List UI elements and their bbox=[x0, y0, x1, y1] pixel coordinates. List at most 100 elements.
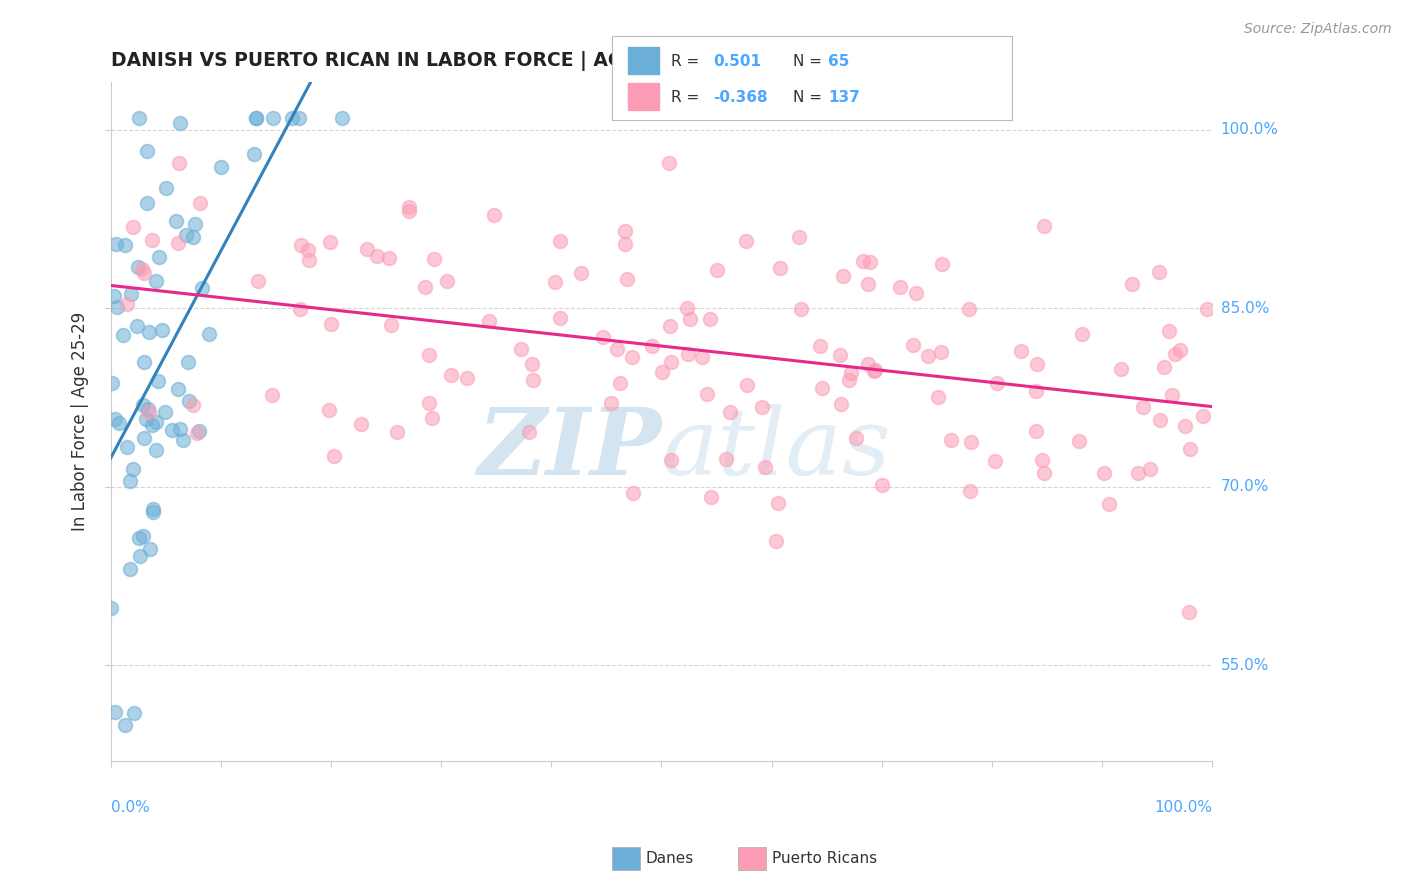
Text: 55.0%: 55.0% bbox=[1220, 658, 1268, 673]
Text: R =: R = bbox=[671, 90, 699, 105]
Point bbox=[1191, 409, 1213, 423]
Point bbox=[288, 302, 311, 317]
Point bbox=[172, 434, 194, 448]
Point bbox=[413, 280, 436, 294]
Point bbox=[105, 300, 128, 314]
Point bbox=[150, 322, 173, 336]
Point bbox=[122, 220, 145, 235]
Point bbox=[811, 381, 834, 395]
Point bbox=[169, 115, 191, 129]
Point bbox=[108, 416, 131, 430]
Point bbox=[188, 196, 211, 211]
Point bbox=[132, 398, 155, 412]
Point bbox=[100, 601, 122, 615]
Point bbox=[714, 452, 737, 467]
Point bbox=[356, 242, 378, 256]
Point bbox=[569, 266, 592, 280]
Point bbox=[1109, 361, 1132, 376]
Point bbox=[623, 486, 645, 500]
Point bbox=[929, 345, 952, 359]
Text: atlas: atlas bbox=[661, 404, 891, 493]
Point bbox=[138, 325, 160, 339]
Point bbox=[675, 301, 697, 315]
Point bbox=[641, 338, 664, 352]
Point bbox=[145, 443, 167, 458]
Point bbox=[111, 327, 134, 342]
Point bbox=[659, 355, 682, 369]
Point bbox=[1174, 419, 1197, 434]
Point bbox=[889, 280, 911, 294]
Point bbox=[679, 312, 702, 326]
Text: 137: 137 bbox=[828, 90, 860, 105]
Text: 0.0%: 0.0% bbox=[111, 799, 149, 814]
Point bbox=[676, 346, 699, 360]
Point bbox=[153, 404, 176, 418]
Point bbox=[901, 338, 924, 352]
Point bbox=[148, 250, 170, 264]
Point bbox=[482, 208, 505, 222]
Text: ZIP: ZIP bbox=[477, 404, 661, 493]
Point bbox=[131, 261, 153, 276]
Point bbox=[699, 312, 721, 326]
Point bbox=[904, 286, 927, 301]
Point bbox=[1025, 357, 1047, 371]
Point bbox=[134, 431, 156, 445]
Point bbox=[298, 252, 321, 267]
Text: DANISH VS PUERTO RICAN IN LABOR FORCE | AGE 25-29 CORRELATION CHART: DANISH VS PUERTO RICAN IN LABOR FORCE | … bbox=[111, 51, 934, 70]
Point bbox=[245, 111, 267, 125]
Point bbox=[856, 277, 879, 291]
Point bbox=[191, 281, 214, 295]
Point bbox=[1161, 388, 1184, 402]
Point bbox=[838, 373, 860, 387]
Point bbox=[1069, 434, 1091, 449]
Point bbox=[181, 398, 204, 412]
Point bbox=[128, 531, 150, 545]
Y-axis label: In Labor Force | Age 25-29: In Labor Force | Age 25-29 bbox=[72, 312, 89, 531]
Point bbox=[366, 249, 388, 263]
Point bbox=[245, 111, 267, 125]
Point bbox=[380, 318, 402, 333]
Point bbox=[181, 230, 204, 244]
Point bbox=[659, 318, 682, 333]
Point bbox=[592, 329, 614, 343]
Text: R =: R = bbox=[671, 54, 699, 69]
Point bbox=[350, 417, 373, 431]
Point bbox=[104, 236, 127, 251]
Point bbox=[141, 233, 163, 247]
Point bbox=[262, 111, 284, 125]
Point bbox=[1097, 498, 1119, 512]
Point bbox=[790, 302, 813, 317]
Text: 85.0%: 85.0% bbox=[1220, 301, 1268, 316]
Point bbox=[146, 374, 169, 388]
Point bbox=[177, 354, 200, 368]
Point bbox=[422, 252, 444, 266]
Point bbox=[613, 223, 636, 237]
Point bbox=[768, 496, 790, 510]
Point bbox=[1178, 442, 1201, 456]
Point bbox=[155, 181, 177, 195]
Point bbox=[174, 227, 197, 242]
Point bbox=[520, 357, 543, 371]
Text: Puerto Ricans: Puerto Ricans bbox=[772, 851, 877, 865]
Point bbox=[166, 382, 188, 396]
Point bbox=[1197, 301, 1219, 316]
Point bbox=[859, 254, 882, 268]
Point bbox=[696, 387, 718, 401]
Text: 100.0%: 100.0% bbox=[1220, 122, 1278, 137]
Point bbox=[169, 422, 191, 436]
Point bbox=[509, 343, 531, 357]
Point bbox=[1121, 277, 1143, 292]
Point bbox=[160, 423, 183, 437]
Point bbox=[616, 272, 638, 286]
Point bbox=[863, 363, 886, 377]
Point bbox=[186, 425, 208, 440]
Point bbox=[769, 260, 792, 275]
Point bbox=[319, 235, 342, 249]
Point bbox=[177, 394, 200, 409]
Point bbox=[1025, 424, 1047, 438]
Point bbox=[609, 376, 631, 391]
Point bbox=[706, 262, 728, 277]
Point bbox=[118, 561, 141, 575]
Point bbox=[120, 287, 142, 301]
Point bbox=[281, 111, 304, 125]
